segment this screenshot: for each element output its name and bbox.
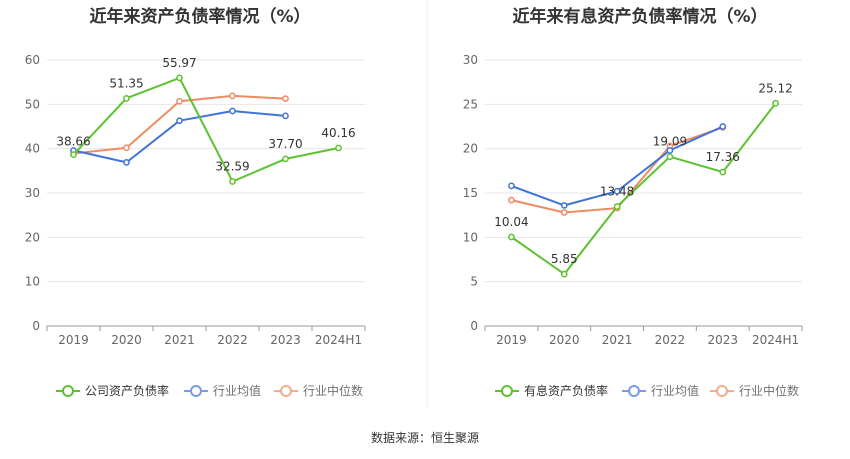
data-label: 38.66 (56, 135, 90, 149)
legend-swatch-marker (62, 385, 74, 397)
legend-label: 行业中位数 (303, 383, 363, 398)
source-text: 数据来源：恒生聚源 (371, 430, 479, 445)
x-tick-label: 2023 (707, 333, 738, 347)
data-label: 25.12 (758, 81, 792, 95)
x-tick-label: 2019 (58, 333, 89, 347)
y-tick-label: 10 (463, 230, 478, 244)
x-tick-label: 2021 (164, 333, 195, 347)
data-point (560, 209, 568, 216)
x-tick-label: 2021 (602, 333, 633, 347)
chart-title: 近年来资产负债率情况（%） (89, 6, 310, 27)
x-tick-label: 2022 (655, 333, 686, 347)
data-point (719, 123, 727, 130)
y-tick-label: 0 (470, 319, 478, 333)
data-label: 55.97 (162, 56, 196, 70)
y-tick-label: 30 (463, 53, 478, 67)
y-tick-label: 30 (25, 186, 40, 200)
series-line-1 (510, 102, 777, 276)
y-tick-label: 20 (463, 142, 478, 156)
data-label: 19.09 (653, 135, 687, 149)
legend-swatch-marker (190, 385, 202, 397)
data-label: 13.48 (600, 184, 634, 198)
legend-item-1: 有息资产负债率 (495, 383, 608, 398)
legend-label: 行业中位数 (739, 383, 799, 398)
series-line-1 (72, 76, 339, 183)
legend-swatch-marker (716, 385, 728, 397)
data-point (508, 182, 515, 190)
data-point (508, 233, 515, 241)
data-point (560, 202, 568, 209)
y-tick-label: 0 (32, 319, 40, 333)
data-point (282, 112, 289, 120)
data-point (613, 187, 621, 195)
x-tick-label: 2020 (549, 333, 580, 347)
data-point (176, 74, 183, 82)
data-label: 51.35 (109, 76, 143, 90)
chart-panel-2: 近年来有息资产负债率情况（%） 0 5 10 15 20 25 30 2019 2020 2021 2… (463, 6, 803, 398)
data-label: 37.70 (268, 137, 302, 151)
data-point (508, 196, 515, 204)
data-point (666, 147, 674, 154)
x-tick-label: 2019 (496, 333, 527, 347)
data-point (666, 153, 674, 161)
data-point (229, 178, 236, 185)
data-point (176, 97, 183, 105)
y-tick-label: 20 (25, 230, 40, 244)
data-point (772, 99, 779, 107)
y-tick-label: 50 (25, 97, 40, 111)
data-label: 10.04 (494, 215, 528, 229)
data-point (229, 92, 236, 100)
x-tick-label: 2023 (270, 333, 301, 347)
data-label: 32.59 (215, 160, 249, 174)
x-tick-label: 2022 (217, 333, 248, 347)
x-tick-label: 2024H1 (315, 333, 362, 347)
y-tick-label: 60 (25, 53, 40, 67)
data-point (176, 117, 183, 125)
legend-label: 行业均值 (651, 383, 699, 398)
legend-label: 有息资产负债率 (524, 383, 608, 398)
legend-label: 公司资产负债率 (85, 383, 169, 398)
data-point (123, 144, 130, 152)
data-label: 40.16 (321, 126, 355, 140)
y-tick-label: 40 (25, 142, 40, 156)
legend-item-2: 行业均值 (622, 383, 699, 398)
y-tick-label: 15 (463, 186, 478, 200)
data-label: 17.36 (706, 150, 740, 164)
data-point (282, 95, 289, 102)
legend-label: 行业均值 (213, 383, 261, 398)
chart-panel-1: 近年来资产负债率情况（%） 0 10 20 30 40 50 60 2019 2020 2021 20… (25, 6, 366, 398)
legend-swatch-marker (501, 385, 513, 397)
legend-item-3: 行业中位数 (274, 383, 363, 398)
legend-item-3: 行业中位数 (710, 383, 799, 398)
y-tick-label: 5 (470, 275, 478, 289)
chart-title: 近年来有息资产负债率情况（%） (512, 6, 767, 27)
data-point (123, 94, 130, 102)
data-point (123, 159, 130, 166)
x-tick-label: 2020 (111, 333, 142, 347)
data-point (229, 107, 236, 115)
data-point (560, 270, 568, 278)
legend-swatch-marker (628, 385, 640, 397)
legend-swatch-marker (280, 385, 292, 397)
data-point (335, 144, 342, 152)
data-point (282, 155, 289, 163)
data-point (719, 168, 727, 176)
data-point (70, 151, 77, 158)
y-tick-label: 10 (25, 275, 40, 289)
data-point (613, 203, 621, 210)
legend-item-1: 公司资产负债率 (56, 383, 169, 398)
legend-item-2: 行业均值 (184, 383, 261, 398)
data-label: 5.85 (551, 252, 578, 266)
y-tick-label: 25 (463, 97, 478, 111)
x-tick-label: 2024H1 (752, 333, 799, 347)
